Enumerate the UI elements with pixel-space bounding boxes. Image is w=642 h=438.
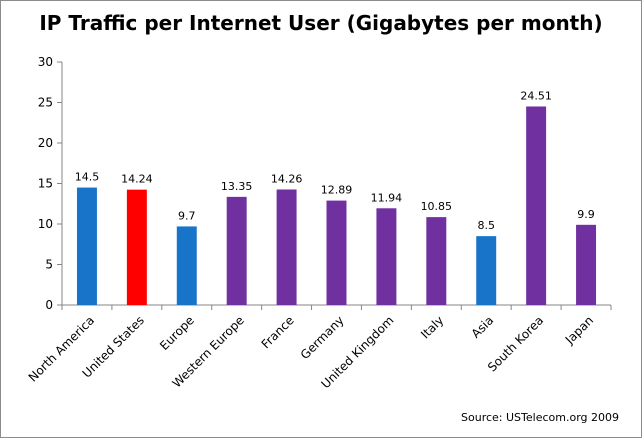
bar (226, 196, 247, 305)
y-tick-label: 20 (38, 136, 53, 150)
bar (76, 187, 97, 305)
data-label: 9.9 (577, 208, 595, 221)
bar (176, 226, 197, 305)
data-label: 10.85 (421, 200, 453, 213)
data-label: 14.5 (75, 171, 100, 184)
bar (126, 189, 147, 305)
x-tick-label: Italy (418, 313, 446, 341)
y-tick-label: 0 (45, 298, 53, 312)
data-label: 11.94 (371, 191, 403, 204)
y-tick-label: 5 (45, 258, 53, 272)
bar (426, 217, 447, 305)
bars (76, 106, 597, 306)
data-labels: 14.5 14.24 9.7 13.35 14.26 12.89 11.94 10.85 8.5… (75, 89, 595, 232)
data-label: 13.35 (221, 180, 253, 193)
data-label: 14.24 (121, 173, 153, 186)
data-label: 8.5 (477, 219, 495, 232)
y-tick-label: 10 (38, 217, 53, 231)
bar (326, 200, 347, 305)
bar (476, 236, 497, 305)
bar (376, 208, 397, 305)
y-tick-label: 25 (38, 96, 53, 110)
y-tick-label: 30 (38, 55, 53, 69)
source-note: Source: USTelecom.org 2009 (461, 411, 619, 424)
data-label: 9.7 (178, 209, 196, 222)
x-tick-label: Europe (157, 313, 197, 353)
x-tick-label: Japan (562, 313, 596, 347)
bar (526, 106, 547, 306)
data-label: 14.26 (271, 172, 303, 185)
bar (276, 189, 297, 305)
y-tick-label: 15 (38, 177, 53, 191)
data-label: 24.51 (520, 89, 552, 102)
data-label: 12.89 (321, 184, 353, 197)
x-tick-label: France (259, 313, 297, 351)
bar (576, 224, 597, 305)
chart-title: IP Traffic per Internet User (Gigabytes … (39, 11, 603, 35)
x-tick-label: Germany (298, 313, 347, 362)
x-tick-label: Asia (469, 313, 497, 341)
